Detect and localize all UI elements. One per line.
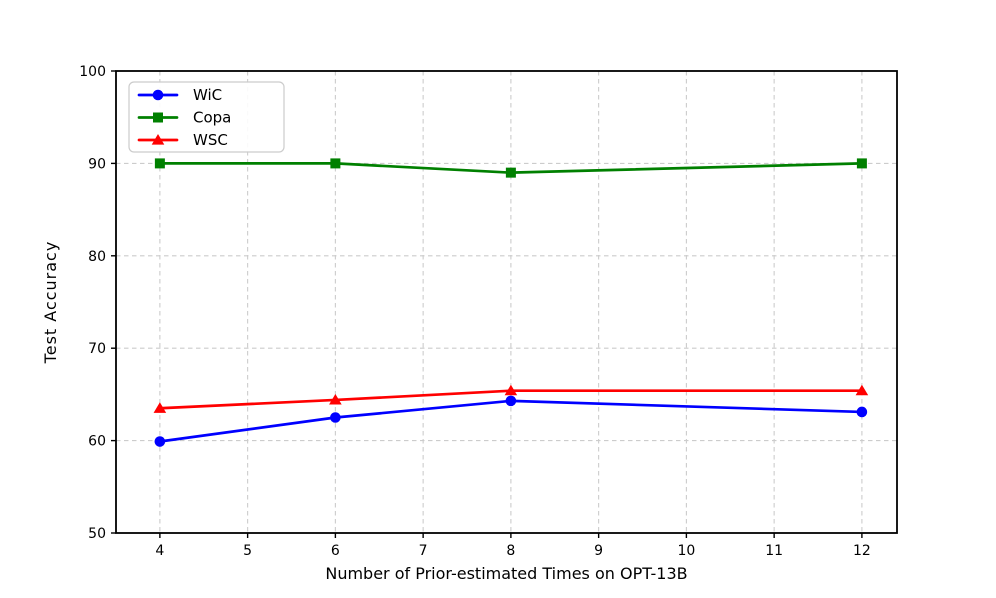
legend-marker-Copa [153, 112, 163, 123]
x-tick-label: 11 [765, 543, 783, 559]
data-point-WiC [856, 406, 868, 418]
data-point-WiC [154, 436, 166, 447]
data-point-WSC [329, 393, 342, 405]
data-point-WSC [855, 384, 869, 396]
y-tick-label: 100 [79, 64, 106, 80]
data-point-WiC [505, 395, 517, 407]
legend-box [128, 81, 285, 153]
data-point-Copa [330, 158, 341, 169]
x-tick-label: 6 [331, 543, 340, 559]
y-tick-label: 70 [88, 341, 106, 357]
y-tick-label: 60 [88, 434, 106, 450]
y-axis-label: Test Accuracy [41, 241, 60, 365]
x-tick-label: 9 [594, 543, 603, 559]
legend-label-Copa: Copa [193, 109, 231, 127]
x-tick-label: 12 [853, 543, 871, 559]
legend-label-WSC: WSC [193, 131, 228, 149]
series-line-WSC [158, 389, 864, 410]
y-tick-label: 90 [88, 156, 106, 172]
legend-marker-WiC [152, 89, 164, 101]
x-tick-label: 7 [419, 543, 428, 559]
x-tick-label: 4 [155, 543, 164, 559]
y-tick-label: 80 [88, 249, 106, 265]
legend-marker-WSC [151, 134, 165, 145]
data-point-WSC [504, 384, 518, 396]
data-point-WiC [330, 412, 341, 423]
data-point-Copa [505, 167, 516, 178]
plot-frame [115, 70, 898, 534]
x-tick-label: 8 [506, 543, 515, 559]
series-line-WiC [158, 399, 864, 443]
legend-label-WiC: WiC [193, 86, 222, 104]
data-point-WSC [153, 402, 167, 413]
y-tick-label: 50 [88, 526, 106, 542]
x-tick-label: 5 [243, 543, 252, 559]
data-point-Copa [154, 158, 165, 169]
series-line-Copa [158, 162, 864, 174]
data-point-Copa [856, 158, 867, 169]
x-tick-label: 10 [677, 543, 695, 559]
x-axis-label: Number of Prior-estimated Times on OPT-1… [325, 564, 687, 583]
